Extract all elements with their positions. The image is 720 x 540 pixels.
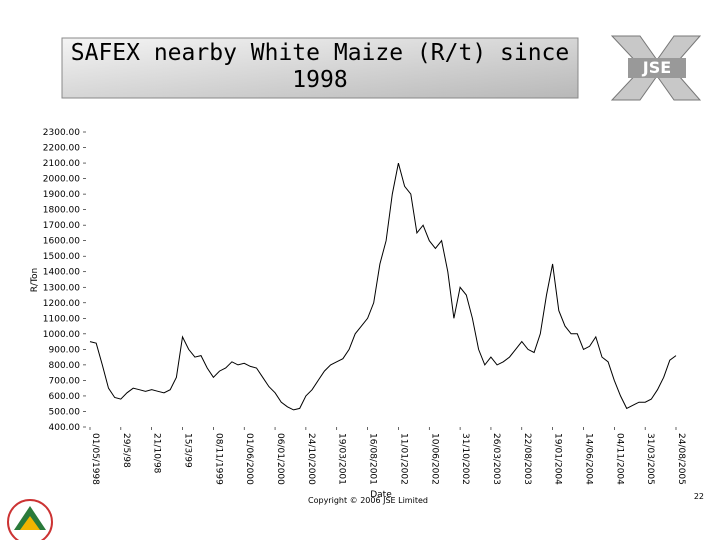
y-tick-label: 900.00 [49, 345, 81, 355]
x-axis-label: Date [370, 490, 392, 500]
x-tick-label: 31/03/2005 [645, 433, 655, 485]
y-tick-label: 1200.00 [43, 299, 80, 309]
y-tick-label: 1700.00 [43, 221, 80, 231]
x-tick-label: 06/01/2000 [275, 433, 285, 485]
y-tick-label: 2000.00 [43, 175, 80, 185]
x-tick-label: 26/03/2003 [491, 433, 501, 485]
y-tick-label: 1900.00 [43, 190, 80, 200]
x-tick-label: 24/10/2000 [306, 433, 316, 485]
y-tick-label: 700.00 [49, 376, 81, 386]
y-axis-label: R/Ton [30, 268, 40, 292]
y-tick-label: 1800.00 [43, 206, 80, 216]
x-tick-label: 16/08/2001 [368, 433, 378, 485]
x-tick-label: 14/06/2004 [583, 433, 593, 485]
y-tick-label: 1300.00 [43, 283, 80, 293]
x-tick-label: 21/10/98 [152, 433, 162, 474]
x-tick-label: 31/10/2002 [460, 433, 470, 485]
y-tick-label: 1600.00 [43, 237, 80, 247]
x-tick-label: 01/06/2000 [244, 433, 254, 485]
x-tick-label: 29/5/98 [121, 433, 131, 468]
logo-tri2 [20, 516, 40, 530]
y-tick-label: 500.00 [49, 407, 81, 417]
x-tick-label: 22/08/2003 [522, 433, 532, 485]
logo-text: JSE [642, 58, 671, 77]
y-tick-label: 2100.00 [43, 159, 80, 169]
jse-logo: JSE [610, 35, 702, 101]
logo-band [628, 58, 686, 78]
y-tick-label: 400.00 [49, 423, 81, 433]
x-tick-label: 24/08/2005 [676, 433, 686, 485]
title-wrap: SAFEX nearby White Maize (R/t) since 199… [70, 40, 570, 93]
x-tick-label: 15/3/99 [183, 433, 193, 468]
copyright: Copyright © 2006 JSE Limited [308, 496, 428, 505]
x-tick-label: 19/03/2001 [337, 433, 347, 485]
footer-logo [7, 499, 53, 540]
logo-ring [7, 499, 53, 540]
x-tick-label: 01/05/1998 [90, 433, 100, 485]
y-tick-label: 1000.00 [43, 330, 80, 340]
y-tick-label: 2300.00 [43, 128, 80, 138]
y-tick-label: 2200.00 [43, 144, 80, 154]
x-tick-label: 19/01/2004 [553, 433, 563, 485]
y-tick-label: 1400.00 [43, 268, 80, 278]
y-tick-label: 1100.00 [43, 314, 80, 324]
x-tick-label: 04/11/2004 [614, 433, 624, 485]
title-box [61, 37, 579, 99]
x-tick-label: 11/01/2002 [398, 433, 408, 485]
y-tick-label: 600.00 [49, 392, 81, 402]
y-tick-label: 1500.00 [43, 252, 80, 262]
x-tick-label: 10/06/2002 [429, 433, 439, 485]
price-line [89, 162, 677, 411]
chart-title: SAFEX nearby White Maize (R/t) since 199… [70, 40, 570, 93]
x-tick-label: 08/11/1999 [213, 433, 223, 485]
y-tick-label: 800.00 [49, 361, 81, 371]
page-number: 22 [694, 492, 704, 501]
